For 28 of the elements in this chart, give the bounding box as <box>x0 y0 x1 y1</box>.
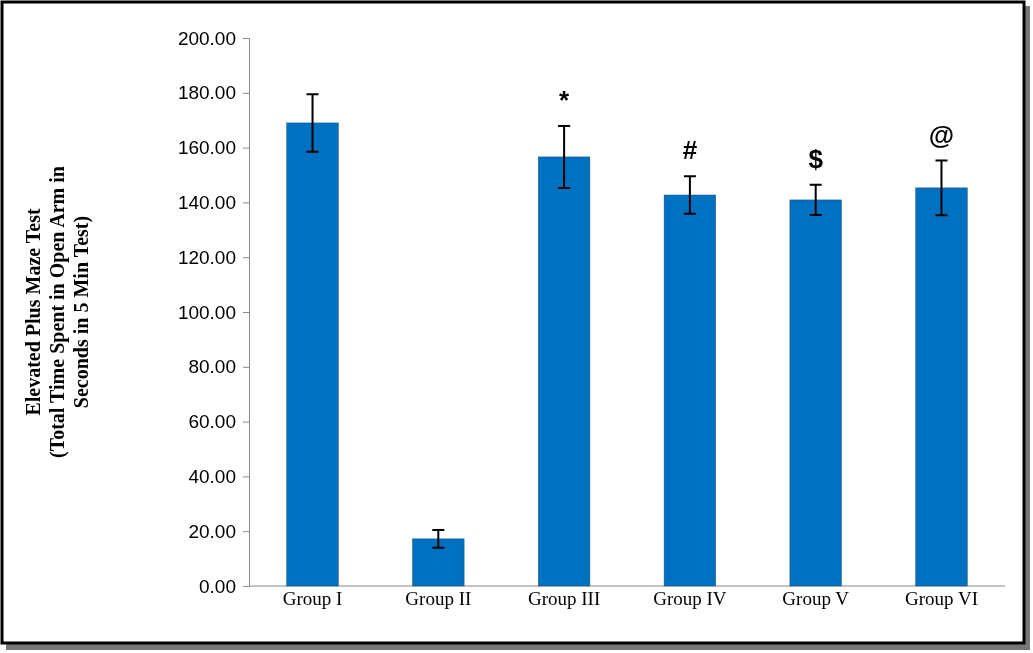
x-tick-label: Group III <box>527 588 601 609</box>
x-tick-label: Group VI <box>904 588 978 609</box>
y-tick-label: 80.00 <box>188 356 236 378</box>
y-tick-label: 140.00 <box>177 191 236 213</box>
y-tick-label: 160.00 <box>177 137 236 159</box>
bar <box>412 538 465 587</box>
y-axis-title: Elevated Plus Maze Test (Total Time Spent in Open Arm in Seconds in 5 Min Test) <box>22 166 93 458</box>
y-tick-label: 100.00 <box>177 301 236 323</box>
annotation: # <box>682 135 698 166</box>
bar <box>286 122 339 587</box>
y-tick-label: 180.00 <box>177 82 236 104</box>
x-tick-label: Group II <box>405 588 472 609</box>
annotation: @ <box>928 119 955 150</box>
y-tick-label: 20.00 <box>188 520 236 542</box>
bar <box>915 187 968 587</box>
y-tick-label: 200.00 <box>177 27 236 49</box>
x-tick-label: Group IV <box>653 588 727 609</box>
bar <box>789 199 842 587</box>
y-tick-label: 120.00 <box>177 246 236 268</box>
bar <box>538 156 591 587</box>
y-tick-label: 40.00 <box>188 465 236 487</box>
bar <box>663 194 716 587</box>
y-tick-label: 0.00 <box>199 575 236 597</box>
x-tick-label: Group I <box>282 588 343 609</box>
annotation: $ <box>808 143 824 174</box>
annotation: * <box>559 85 571 116</box>
x-tick-label: Group V <box>782 588 850 609</box>
y-tick-label: 60.00 <box>188 411 236 433</box>
